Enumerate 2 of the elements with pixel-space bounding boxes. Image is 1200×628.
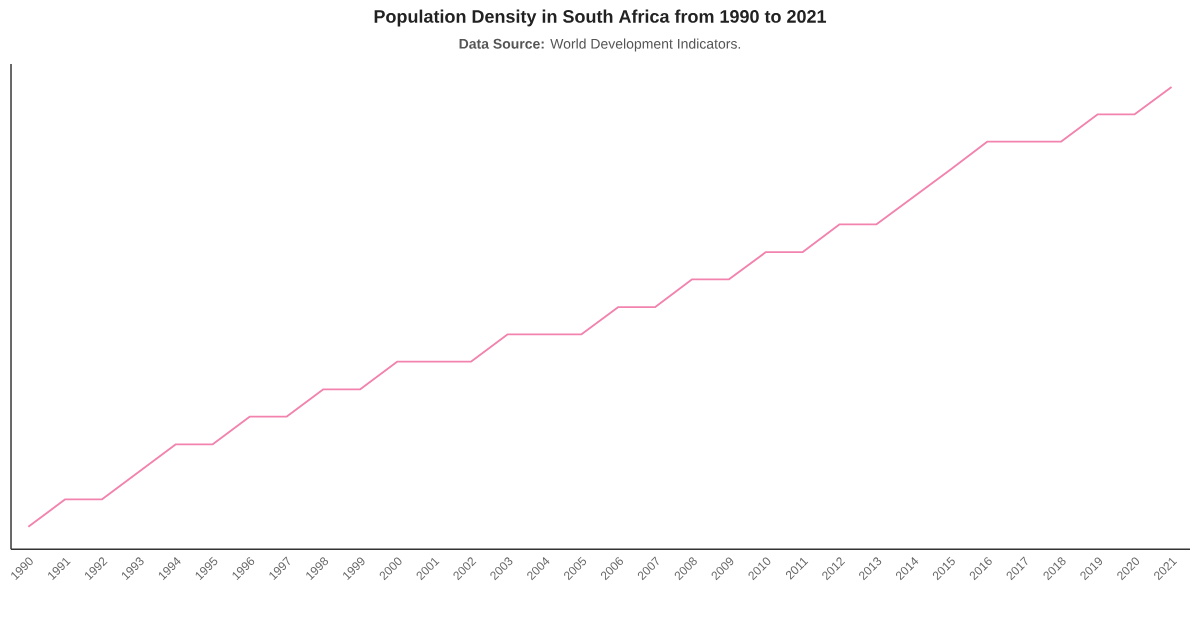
chart-subtitle: Data Source: World Development Indicators. [459,38,741,52]
chart-title: Population Density in South Africa from 1990 to 2021 [374,9,827,27]
